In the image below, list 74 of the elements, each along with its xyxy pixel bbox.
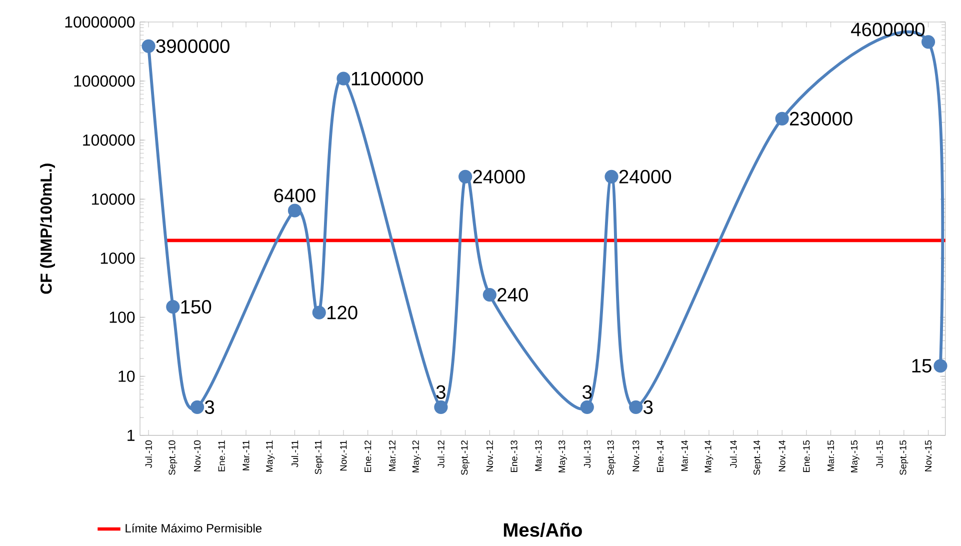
data-label: 150 <box>181 300 212 314</box>
x-tick-label: May.-14 <box>704 440 714 472</box>
data-label: 230000 <box>790 112 852 126</box>
data-label: 3 <box>644 400 653 414</box>
point <box>288 204 302 218</box>
x-tick-label: May.-12 <box>412 440 421 472</box>
data-label: 3 <box>582 385 592 399</box>
data-label: 3 <box>204 400 214 414</box>
x-tick-label: Ene.-14 <box>656 440 664 472</box>
data-label: 120 <box>328 306 358 320</box>
x-tick-label: May.-13 <box>558 440 568 472</box>
x-tick-label: Sept.-14 <box>753 440 762 475</box>
x-axis-title: Mes/Año <box>504 522 582 537</box>
data-label: 240 <box>498 288 528 302</box>
data-label: 3900000 <box>156 39 230 53</box>
data-label: 24000 <box>619 170 672 184</box>
point <box>629 400 643 414</box>
x-tick-label: Ene.-13 <box>510 440 518 472</box>
x-tick-label: Nov.-10 <box>194 440 201 472</box>
x-tick-label: Ene.-11 <box>218 440 225 472</box>
x-tick-label: Sept.-13 <box>607 440 616 475</box>
point <box>921 35 936 49</box>
y-tick-label: 10000000 <box>65 16 135 28</box>
data-label: 1100000 <box>352 72 423 86</box>
y-tick-label: 1 <box>128 430 135 441</box>
point <box>434 400 448 414</box>
y-tick-label: 100 <box>110 312 135 323</box>
data-label: 24000 <box>473 170 525 184</box>
x-tick-label: Sept.-10 <box>168 440 178 475</box>
point <box>482 288 496 302</box>
x-tick-label: Jul.-14 <box>730 440 737 468</box>
point <box>458 170 472 184</box>
x-tick-label: Sept.-15 <box>900 440 908 475</box>
point <box>775 112 789 126</box>
y-tick-label: 100000 <box>83 134 135 146</box>
x-tick-label: May.-15 <box>851 440 860 472</box>
x-tick-label: Sept.-11 <box>314 440 324 474</box>
x-tick-label: Jul.-10 <box>145 440 152 468</box>
point <box>934 359 948 373</box>
x-tick-label: Jul.-12 <box>438 440 444 468</box>
point <box>312 306 326 320</box>
x-tick-label: Nov.-13 <box>632 440 640 472</box>
x-tick-label: Nov.-12 <box>486 440 493 472</box>
data-label: 3 <box>436 385 446 399</box>
point <box>604 170 618 184</box>
x-tick-label: Mar.-13 <box>535 440 542 471</box>
x-tick-label: Mar.-14 <box>681 440 688 471</box>
y-tick-label: 10 <box>118 370 135 382</box>
x-tick-label: Mar.-11 <box>242 440 250 470</box>
x-tick-label: Ene.-15 <box>803 440 810 472</box>
x-tick-label: Mar.-12 <box>388 440 396 471</box>
data-label: 4600000 <box>851 22 925 36</box>
point <box>580 400 594 414</box>
y-tick-label: 1000000 <box>74 75 135 87</box>
x-tick-label: Jul.-11 <box>291 440 298 468</box>
x-tick-label: Sept.-12 <box>461 440 470 475</box>
y-tick-label: 10000 <box>92 193 135 205</box>
x-tick-label: Ene.-12 <box>364 440 372 472</box>
y-tick-label: 1000 <box>100 252 135 264</box>
data-label: 15 <box>912 359 932 373</box>
x-tick-label: Nov.-14 <box>778 440 786 472</box>
y-axis-title: CF (NMP/100mL.) <box>40 164 55 294</box>
x-tick-label: Mar.-15 <box>828 440 834 471</box>
x-tick-label: Jul.-15 <box>876 440 883 468</box>
point <box>166 300 180 314</box>
x-tick-label: Jul.-13 <box>584 440 591 468</box>
x-tick-label: Nov.-15 <box>925 440 932 472</box>
point <box>142 39 156 53</box>
legend-label: Límite Máximo Permisible <box>126 524 262 533</box>
point <box>190 400 204 414</box>
point <box>336 72 350 86</box>
data-label: 6400 <box>274 188 316 202</box>
x-tick-label: May.-11 <box>266 440 275 472</box>
x-tick-label: Nov.-11 <box>340 440 347 471</box>
